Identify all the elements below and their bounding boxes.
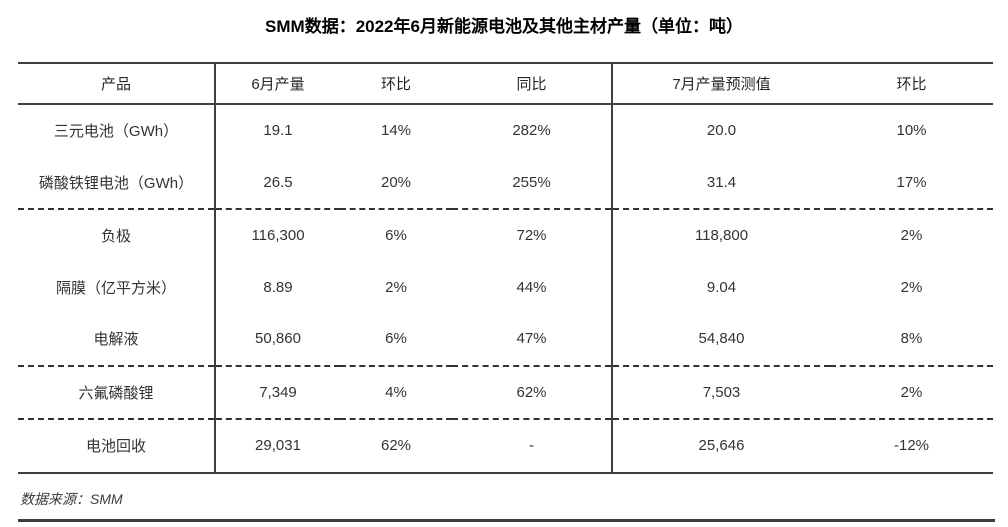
cell-jun-output: 26.5 [214, 156, 340, 210]
cell-yoy: 255% [452, 156, 612, 210]
col-header-jul-mom: 环比 [830, 62, 993, 105]
cell-jul-forecast: 9.04 [611, 261, 830, 313]
col-header-product: 产品 [18, 62, 215, 105]
data-source-note: 数据来源：SMM [20, 490, 123, 507]
col-header-mom: 环比 [340, 62, 452, 105]
cell-jul-mom: 17% [830, 156, 993, 210]
cell-product: 电解液 [18, 313, 215, 367]
cell-product: 六氟磷酸锂 [18, 365, 215, 420]
cell-jul-forecast: 7,503 [611, 365, 830, 420]
page-title: SMM数据：2022年6月新能源电池及其他主材产量（单位：吨） [265, 17, 743, 36]
cell-jun-output: 8.89 [214, 261, 340, 313]
cell-product: 三元电池（GWh） [53, 123, 179, 141]
cell-mom: 20% [340, 156, 452, 210]
col-header-jul-forecast: 7月产量预测值 [611, 62, 830, 105]
table-row: 负极 116,300 6% 72% 118,800 2% [18, 209, 993, 262]
cell-jul-mom: 10% [896, 122, 927, 140]
cell-jul-mom: 2% [830, 365, 993, 420]
cell-mom: 6% [385, 227, 407, 245]
cell-mom: 14% [380, 122, 412, 140]
cell-jul-mom: 2% [900, 278, 923, 296]
cell-product: 磷酸铁锂电池（GWh） [18, 156, 215, 210]
bottom-divider [18, 518, 995, 522]
table-row: 磷酸铁锂电池（GWh） 26.5 20% 255% 31.4 17% [18, 156, 993, 210]
cell-jun-output: 19.1 [214, 104, 340, 157]
cell-mom: 6% [340, 313, 452, 367]
cell-product: 负极 [100, 228, 131, 246]
cell-jun-output: 29,031 [214, 419, 340, 474]
col-header-jun-output: 6月产量 [214, 62, 340, 105]
cell-jul-mom: 8% [830, 313, 993, 367]
table-row: 六氟磷酸锂 7,349 4% 62% 7,503 2% [18, 365, 993, 420]
cell-jun-output: 116,300 [214, 209, 340, 262]
cell-yoy: - [452, 419, 612, 474]
table-row: 三元电池（GWh） 19.1 14% 282% 20.0 10% [18, 104, 993, 157]
cell-yoy: 72% [516, 227, 547, 245]
cell-product: 隔膜（亿平方米） [55, 279, 176, 297]
cell-yoy: 62% [452, 365, 612, 420]
cell-jul-forecast: 31.4 [611, 156, 830, 210]
cell-jul-forecast: 118,800 [611, 209, 830, 262]
cell-jun-output: 50,860 [214, 313, 340, 367]
cell-jul-mom: -12% [830, 419, 993, 474]
table-row: 电池回收 29,031 62% - 25,646 -12% [18, 419, 993, 474]
cell-jul-mom: 2% [900, 227, 923, 245]
table-row: 隔膜（亿平方米） 8.89 2% 44% 9.04 2% [18, 261, 993, 313]
col-header-yoy: 同比 [452, 62, 612, 105]
cell-product: 电池回收 [18, 419, 215, 474]
cell-yoy: 44% [516, 278, 547, 296]
cell-jul-forecast: 20.0 [611, 104, 830, 157]
cell-jun-output: 7,349 [214, 365, 340, 420]
cell-yoy: 282% [512, 122, 551, 140]
cell-mom: 62% [340, 419, 452, 474]
cell-mom: 2% [385, 278, 407, 296]
cell-jul-forecast: 54,840 [611, 313, 830, 367]
cell-mom: 4% [340, 365, 452, 420]
header-row: 产品 6月产量 环比 同比 7月产量预测值 环比 [18, 62, 993, 105]
cell-yoy: 47% [452, 313, 612, 367]
production-table: 产品 6月产量 环比 同比 7月产量预测值 环比 三元电池（GWh） 19.1 … [18, 62, 993, 474]
cell-jul-forecast: 25,646 [611, 419, 830, 474]
table-row: 电解液 50,860 6% 47% 54,840 8% [18, 313, 993, 367]
